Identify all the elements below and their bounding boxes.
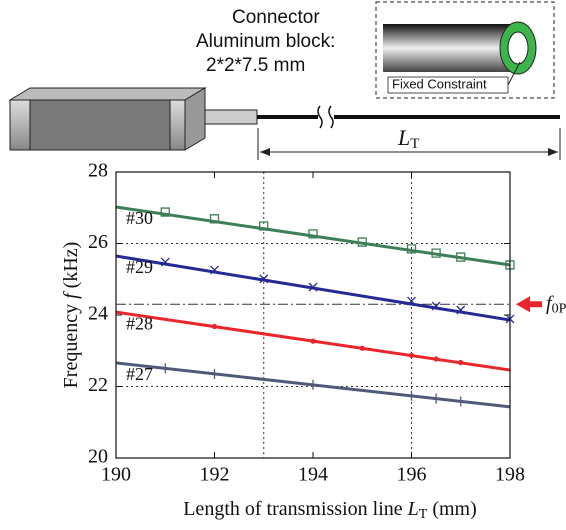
reference-label: f0P bbox=[546, 292, 566, 317]
reference-subscript: 0P bbox=[552, 301, 566, 316]
marker bbox=[308, 379, 318, 390]
reference-arrow bbox=[516, 296, 542, 313]
x-tick-label: 190 bbox=[101, 464, 131, 486]
marker bbox=[259, 221, 269, 231]
marker bbox=[259, 274, 269, 284]
y-tick-label: 24 bbox=[88, 303, 108, 325]
x-label-text: Length of transmission line bbox=[183, 498, 407, 520]
marker bbox=[456, 305, 466, 315]
marker bbox=[160, 363, 171, 374]
fit-line bbox=[115, 205, 511, 267]
y-tick-label: 20 bbox=[88, 446, 108, 468]
marker bbox=[431, 301, 441, 311]
marker bbox=[308, 229, 318, 239]
x-tick-label: 198 bbox=[495, 464, 525, 486]
x-axis-label: Length of transmission line LT (mm) bbox=[183, 498, 477, 523]
x-label-symbol: L bbox=[407, 498, 419, 520]
marker bbox=[431, 393, 442, 404]
marker bbox=[308, 282, 318, 292]
marker bbox=[407, 296, 416, 306]
marker bbox=[357, 237, 367, 247]
inset-box bbox=[375, 1, 555, 99]
y-label-unit: (kHz) bbox=[60, 242, 82, 294]
connector-label: Connector bbox=[232, 7, 320, 28]
marker bbox=[408, 352, 415, 359]
marker bbox=[406, 244, 417, 254]
length-subscript: T bbox=[410, 136, 419, 152]
marker bbox=[310, 338, 316, 344]
x-tick-label: 194 bbox=[298, 464, 328, 486]
x-tick-label: 192 bbox=[200, 464, 230, 486]
series-label: #28 bbox=[126, 313, 153, 333]
marker bbox=[456, 252, 466, 262]
marker bbox=[455, 396, 466, 407]
block-band bbox=[29, 99, 171, 151]
connector bbox=[204, 109, 258, 125]
leader bbox=[507, 61, 521, 86]
marker bbox=[211, 323, 218, 330]
plot-frame bbox=[115, 171, 511, 459]
marker bbox=[209, 214, 220, 224]
break-mark bbox=[317, 105, 334, 129]
marker bbox=[160, 207, 170, 217]
cylinder-bore bbox=[507, 31, 529, 65]
marker bbox=[406, 390, 417, 401]
y-tick-label: 26 bbox=[88, 231, 108, 253]
y-label-text: Frequency bbox=[60, 299, 82, 388]
marker bbox=[359, 345, 365, 351]
marker bbox=[433, 356, 439, 362]
reference-symbol: f bbox=[546, 292, 554, 314]
length-label: LT bbox=[397, 125, 419, 152]
y-axis-label: Frequency f (kHz) bbox=[60, 242, 82, 389]
cylinder bbox=[383, 24, 518, 72]
marker bbox=[209, 368, 220, 379]
y-tick-label: 28 bbox=[88, 160, 108, 182]
marker bbox=[505, 260, 515, 270]
schematic: Fixed Constraint Connector Aluminum bloc… bbox=[8, 1, 561, 160]
x-tick-label: 196 bbox=[397, 464, 427, 486]
marker bbox=[458, 359, 464, 366]
block-top bbox=[8, 87, 207, 101]
marker bbox=[160, 257, 170, 267]
series-label: #30 bbox=[126, 208, 153, 228]
length-symbol: L bbox=[397, 125, 410, 150]
x-label-unit: (mm) bbox=[427, 498, 476, 520]
marker bbox=[210, 265, 219, 275]
y-tick-label: 22 bbox=[88, 374, 108, 396]
x-label-subscript: T bbox=[419, 507, 428, 522]
y-label-symbol: f bbox=[60, 291, 82, 299]
series-label: #27 bbox=[126, 364, 153, 384]
series-label: #29 bbox=[126, 257, 153, 277]
constraint-label: Fixed Constraint bbox=[392, 76, 487, 91]
size-label: 2*2*7.5 mm bbox=[206, 55, 305, 76]
block-label: Aluminum block: bbox=[196, 31, 335, 52]
block-side bbox=[184, 87, 206, 151]
marker bbox=[431, 248, 441, 258]
